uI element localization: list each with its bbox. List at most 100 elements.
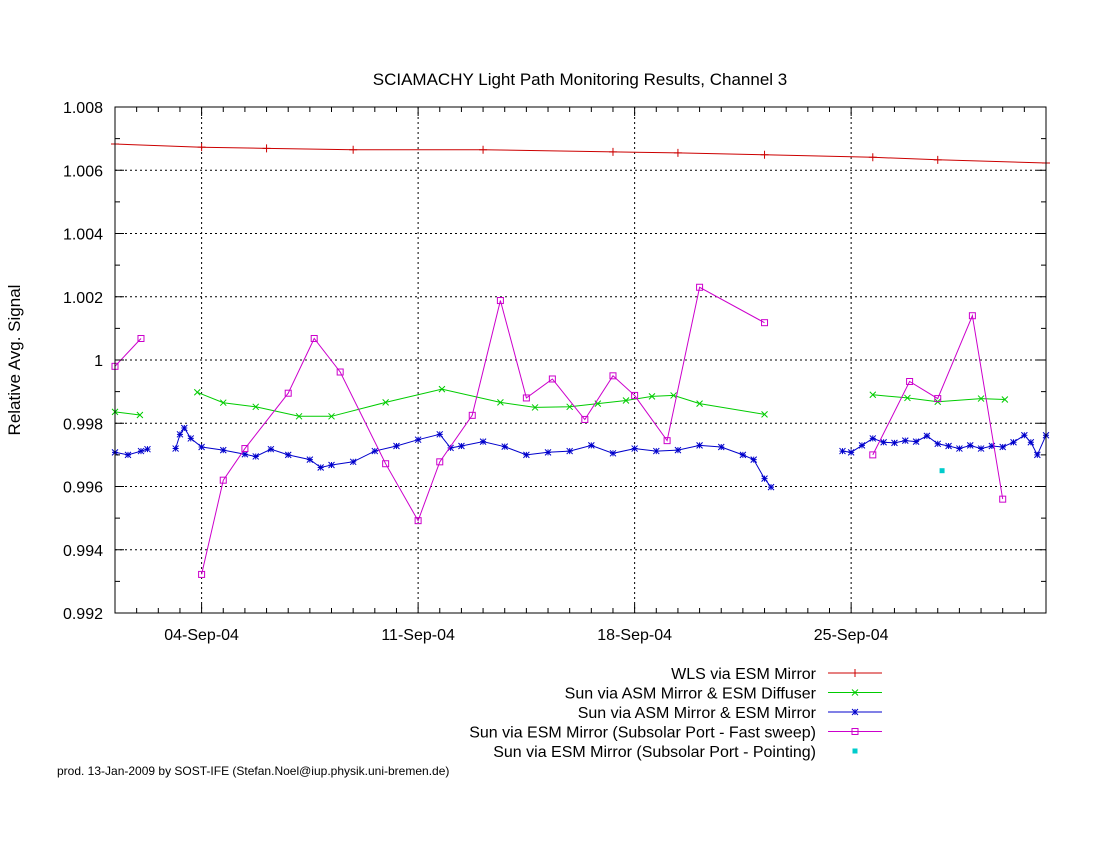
series-2 xyxy=(111,385,1009,420)
data-point xyxy=(1010,438,1017,446)
y-tick-label: 0.992 xyxy=(63,606,103,623)
data-point xyxy=(674,446,682,454)
data-point xyxy=(124,451,132,459)
data-point xyxy=(497,399,504,406)
x-tick-label: 04-Sep-04 xyxy=(164,627,239,644)
data-point xyxy=(933,155,942,164)
y-tick-label: 1.004 xyxy=(63,227,103,244)
y-tick-label: 1.006 xyxy=(63,163,103,180)
data-point xyxy=(180,424,188,432)
data-point xyxy=(977,395,985,402)
data-point xyxy=(966,442,974,449)
data-point xyxy=(868,153,877,162)
data-point xyxy=(176,430,184,438)
data-point xyxy=(172,445,179,452)
series-line xyxy=(201,286,765,575)
data-point xyxy=(193,388,201,396)
data-point xyxy=(219,476,227,484)
data-point xyxy=(137,334,145,342)
series-1 xyxy=(111,140,1050,167)
data-point xyxy=(306,456,314,463)
data-point xyxy=(939,468,945,474)
legend-label: Sun via ESM Mirror (Subsolar Port - Fast… xyxy=(469,725,816,742)
data-point xyxy=(631,391,639,399)
data-point xyxy=(436,430,444,438)
data-point xyxy=(945,442,952,450)
data-point xyxy=(622,397,630,404)
data-point xyxy=(479,145,488,154)
data-point xyxy=(544,448,552,456)
data-point xyxy=(328,461,335,469)
data-point xyxy=(336,368,344,376)
series-line xyxy=(114,448,148,456)
data-point xyxy=(609,449,617,457)
data-point xyxy=(284,389,292,397)
data-point xyxy=(144,445,151,453)
legend: WLS via ESM Mirror Sun via ASM Mirror & E… xyxy=(469,666,882,761)
data-point xyxy=(934,440,942,448)
data-point xyxy=(739,451,747,459)
data-point xyxy=(767,483,775,491)
data-point xyxy=(977,445,985,452)
data-point xyxy=(295,412,303,420)
data-point xyxy=(252,403,260,411)
data-point xyxy=(137,447,145,455)
data-point xyxy=(663,437,671,445)
x-tick-label: 11-Sep-04 xyxy=(381,627,455,644)
legend-label: Sun via ASM Mirror & ESM Mirror xyxy=(578,705,817,722)
legend-marker xyxy=(852,748,858,754)
data-point xyxy=(349,458,357,466)
legend-label: Sun via ESM Mirror (Subsolar Port - Poin… xyxy=(493,744,816,761)
legend-label: Sun via ASM Mirror & ESM Diffuser xyxy=(565,686,817,703)
data-point xyxy=(1020,431,1028,439)
legend-item: Sun via ESM Mirror (Subsolar Port - Poin… xyxy=(493,744,858,761)
data-point xyxy=(761,319,769,327)
data-point xyxy=(371,447,379,455)
data-point xyxy=(999,495,1007,503)
data-point xyxy=(310,334,318,342)
data-point xyxy=(317,464,325,471)
data-point xyxy=(652,447,660,455)
series-layer xyxy=(111,140,1050,578)
data-point xyxy=(968,312,976,320)
data-point xyxy=(197,143,206,152)
data-point xyxy=(648,393,656,400)
legend-item: Sun via ASM Mirror & ESM Diffuser xyxy=(565,686,882,703)
data-point xyxy=(501,443,509,451)
data-point xyxy=(393,442,400,450)
y-tick-label: 0.998 xyxy=(63,416,103,433)
data-point xyxy=(869,435,877,442)
data-point xyxy=(869,391,877,399)
footer-credit: prod. 13-Jan-2009 by SOST-IFE (Stefan.No… xyxy=(57,764,449,778)
data-point xyxy=(262,144,271,153)
data-point xyxy=(750,456,758,463)
data-point xyxy=(923,432,931,440)
legend-marker xyxy=(851,728,859,735)
data-point xyxy=(696,442,703,449)
data-point xyxy=(581,415,589,423)
data-point xyxy=(906,378,914,386)
data-point xyxy=(587,442,595,449)
data-point xyxy=(523,451,530,459)
y-tick-label: 1.008 xyxy=(63,100,103,117)
data-point xyxy=(760,150,769,159)
data-point xyxy=(761,411,768,418)
data-point xyxy=(839,447,846,455)
data-point xyxy=(328,412,335,420)
legend-item: Sun via ASM Mirror & ESM Mirror xyxy=(578,705,882,722)
series-line xyxy=(175,427,772,488)
data-point xyxy=(847,448,855,456)
data-point xyxy=(858,442,866,449)
data-point xyxy=(869,451,877,459)
data-point xyxy=(1033,451,1041,459)
data-point xyxy=(548,375,556,383)
data-point xyxy=(252,453,260,460)
data-point xyxy=(219,446,227,454)
data-point xyxy=(438,385,446,393)
data-point xyxy=(673,148,682,157)
legend-item: Sun via ESM Mirror (Subsolar Port - Fast… xyxy=(469,725,882,742)
data-point xyxy=(496,297,504,305)
data-point xyxy=(219,399,227,407)
data-point xyxy=(891,439,898,447)
